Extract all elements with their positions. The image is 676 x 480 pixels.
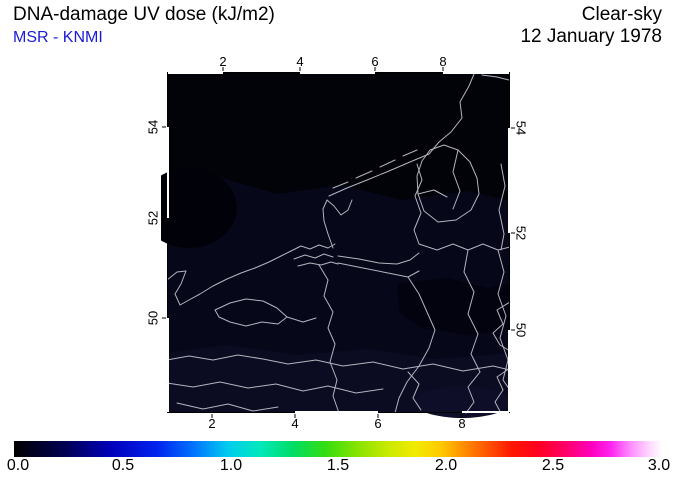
lon-tick-bottom: 8 (458, 416, 466, 431)
lon-tick-bottom: 4 (291, 416, 299, 431)
lat-tick-left: 52 (145, 210, 161, 226)
page-title: DNA-damage UV dose (kJ/m2) (13, 4, 275, 25)
condition-block: Clear-sky 12 January 1978 (520, 4, 662, 48)
date-label: 12 January 1978 (520, 26, 662, 47)
lon-tick-top: 2 (219, 54, 227, 69)
colorbar-label: 0.0 (6, 457, 30, 474)
lat-tick-left: 50 (145, 310, 161, 326)
sky-condition-label: Clear-sky (581, 4, 662, 25)
source-label: MSR - KNMI (13, 29, 103, 46)
lon-tick-bottom: 6 (374, 416, 382, 431)
coastline-layer (166, 73, 511, 414)
colorbar (14, 441, 662, 457)
lon-tick-top: 4 (296, 54, 304, 69)
colorbar-label: 1.0 (219, 457, 243, 474)
map-panel (141, 66, 516, 419)
colorbar-label: 2.5 (541, 457, 565, 474)
colorbar-label: 2.0 (434, 457, 458, 474)
lat-tick-left: 54 (145, 119, 161, 135)
colorbar-label: 0.5 (111, 457, 135, 474)
uv-dose-map-canvas (141, 67, 515, 418)
lon-tick-bottom: 2 (208, 416, 216, 431)
lon-tick-top: 6 (371, 54, 379, 69)
lon-tick-top: 8 (439, 54, 447, 69)
colorbar-label: 1.5 (326, 457, 350, 474)
zebra-border (167, 72, 510, 413)
colorbar-label: 3.0 (647, 457, 671, 474)
axis-ticks (162, 67, 515, 418)
